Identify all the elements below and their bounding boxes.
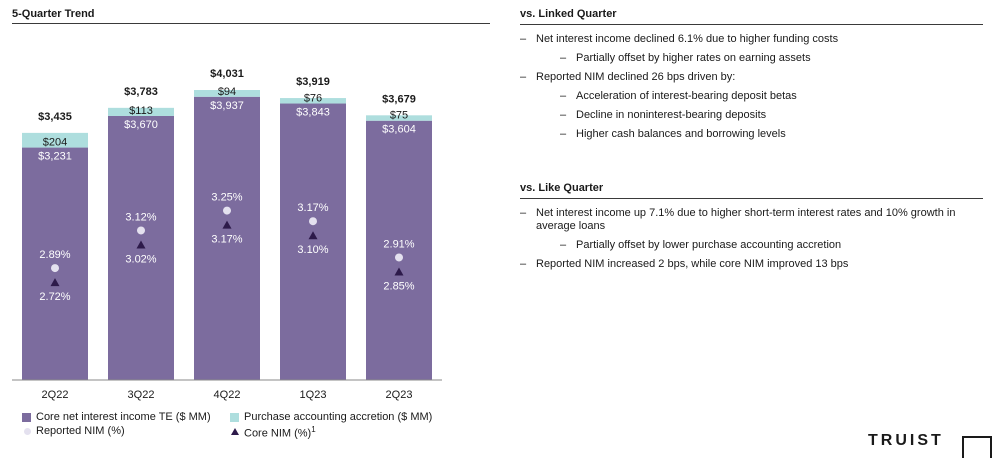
label-total: $3,679 xyxy=(382,93,416,105)
label-core-nii: $3,937 xyxy=(210,100,244,112)
linked-bullet-5: – Higher cash balances and borrowing leve… xyxy=(520,128,980,141)
legend-core-nim-text: Core NIM (%) xyxy=(244,427,312,440)
label-core-nim: 3.10% xyxy=(297,244,328,256)
label-reported-nim: 2.89% xyxy=(39,249,70,261)
chart-title-rule xyxy=(12,23,490,24)
like-bullet-2: – Reported NIM increased 2 bps, while cor… xyxy=(520,258,980,271)
company-logo-fragment: TRUIST xyxy=(868,432,944,449)
legend-swatch-core-nii xyxy=(22,413,31,422)
linked-quarter-bullets: – Net interest income declined 6.1% due t… xyxy=(520,33,980,147)
like-quarter-title: vs. Like Quarter xyxy=(520,182,604,194)
bar-accretion xyxy=(366,115,432,121)
bullet-text: Net interest income up 7.1% due to highe… xyxy=(536,207,956,232)
marker-reported-nim xyxy=(137,226,145,235)
bar-accretion xyxy=(108,107,174,116)
label-total: $3,783 xyxy=(124,86,158,98)
bullet-dash: – xyxy=(520,207,527,219)
x-tick-label: 2Q22 xyxy=(42,389,69,401)
marker-core-nim xyxy=(50,278,60,287)
linked-bullet-4: – Decline in noninterest-bearing deposits xyxy=(520,109,980,122)
marker-reported-nim xyxy=(223,206,231,215)
bullet-dash: – xyxy=(520,258,527,270)
bullet-dash: – xyxy=(560,52,567,64)
bullet-dash: – xyxy=(520,71,527,83)
bullet-text: Reported NIM declined 26 bps driven by: xyxy=(536,71,736,83)
bullet-text: Higher cash balances and borrowing level… xyxy=(576,128,786,140)
like-bullet-0: – Net interest income up 7.1% due to high… xyxy=(520,207,980,233)
label-core-nii: $3,670 xyxy=(124,119,158,131)
legend-label-reported-nim: Reported NIM (%) xyxy=(36,425,125,437)
linked-quarter-title: vs. Linked Quarter xyxy=(520,8,617,20)
label-core-nim: 2.72% xyxy=(39,291,70,303)
marker-core-nim xyxy=(394,267,404,276)
bullet-dash: – xyxy=(560,90,567,102)
bullet-dash: – xyxy=(560,128,567,140)
chart-legend: Core net interest income TE ($ MM) Purch… xyxy=(22,411,502,443)
linked-bullet-1: – Partially offset by higher rates on ear… xyxy=(520,52,980,65)
marker-reported-nim xyxy=(309,217,317,226)
footnote-marker: 1 xyxy=(311,425,316,434)
bar-accretion xyxy=(22,132,88,148)
marker-reported-nim xyxy=(395,253,403,262)
label-reported-nim: 3.25% xyxy=(211,192,242,204)
label-total: $4,031 xyxy=(210,68,244,80)
bar-core-nii xyxy=(280,103,346,380)
marker-core-nim xyxy=(222,220,232,229)
label-accretion: $113 xyxy=(129,105,153,117)
marker-reported-nim xyxy=(51,264,59,273)
bullet-text: Partially offset by higher rates on earn… xyxy=(576,52,811,64)
label-accretion: $204 xyxy=(43,137,67,149)
label-core-nii: $3,231 xyxy=(38,151,72,163)
legend-label-accretion: Purchase accounting accretion ($ MM) xyxy=(244,411,433,423)
label-accretion: $94 xyxy=(218,86,236,98)
nii-trend-chart: $3,231 $204 $3,435 2.89% 2.72% 2Q22 $3,670 $113… xyxy=(12,68,442,401)
label-total: $3,919 xyxy=(296,76,330,88)
core-nim-marker-icon xyxy=(231,428,239,435)
bullet-text: Partially offset by lower purchase accou… xyxy=(576,239,842,251)
x-tick-label: 1Q23 xyxy=(300,389,327,401)
x-tick-label: 2Q23 xyxy=(386,389,413,401)
linked-bullet-3: – Acceleration of interest-bearing deposi… xyxy=(520,90,980,103)
linked-bullet-2: – Reported NIM declined 26 bps driven by: xyxy=(520,71,980,84)
legend-label-core-nii: Core net interest income TE ($ MM) xyxy=(36,411,211,423)
bullet-text: Reported NIM increased 2 bps, while core… xyxy=(536,258,849,270)
label-accretion: $75 xyxy=(390,110,408,122)
linked-bullet-0: – Net interest income declined 6.1% due t… xyxy=(520,33,980,46)
logo-mark-icon xyxy=(962,436,992,458)
bar-core-nii xyxy=(194,96,260,381)
label-core-nim: 2.85% xyxy=(383,280,414,292)
x-tick-label: 3Q22 xyxy=(128,389,155,401)
reported-nim-marker-icon xyxy=(24,428,31,435)
marker-core-nim xyxy=(308,231,318,240)
bar-core-nii xyxy=(22,147,88,380)
bar-accretion xyxy=(280,98,346,104)
bullet-dash: – xyxy=(520,33,527,45)
label-reported-nim: 2.91% xyxy=(383,238,414,250)
bullet-text: Decline in noninterest-bearing deposits xyxy=(576,109,767,121)
linked-quarter-rule xyxy=(520,24,983,25)
label-core-nim: 3.02% xyxy=(125,253,156,265)
label-accretion: $76 xyxy=(304,93,322,105)
label-reported-nim: 3.12% xyxy=(125,211,156,223)
like-quarter-rule xyxy=(520,198,983,199)
label-core-nim: 3.17% xyxy=(211,234,242,246)
legend-label-core-nim: Core NIM (%)1 xyxy=(244,425,316,440)
bar-accretion xyxy=(194,90,260,97)
like-quarter-bullets: – Net interest income up 7.1% due to high… xyxy=(520,207,980,277)
marker-core-nim xyxy=(136,240,146,249)
bullet-dash: – xyxy=(560,109,567,121)
label-core-nii: $3,604 xyxy=(382,124,416,136)
like-bullet-1: – Partially offset by lower purchase acco… xyxy=(520,239,980,252)
chart-section-title: 5-Quarter Trend xyxy=(12,8,95,20)
label-total: $3,435 xyxy=(38,111,72,123)
bullet-dash: – xyxy=(560,239,567,251)
x-tick-label: 4Q22 xyxy=(214,389,241,401)
bar-core-nii xyxy=(366,120,432,380)
label-core-nii: $3,843 xyxy=(296,107,330,119)
bullet-text: Net interest income declined 6.1% due to… xyxy=(536,33,839,45)
label-reported-nim: 3.17% xyxy=(297,202,328,214)
legend-swatch-accretion xyxy=(230,413,239,422)
bullet-text: Acceleration of interest-bearing deposit… xyxy=(576,90,797,102)
